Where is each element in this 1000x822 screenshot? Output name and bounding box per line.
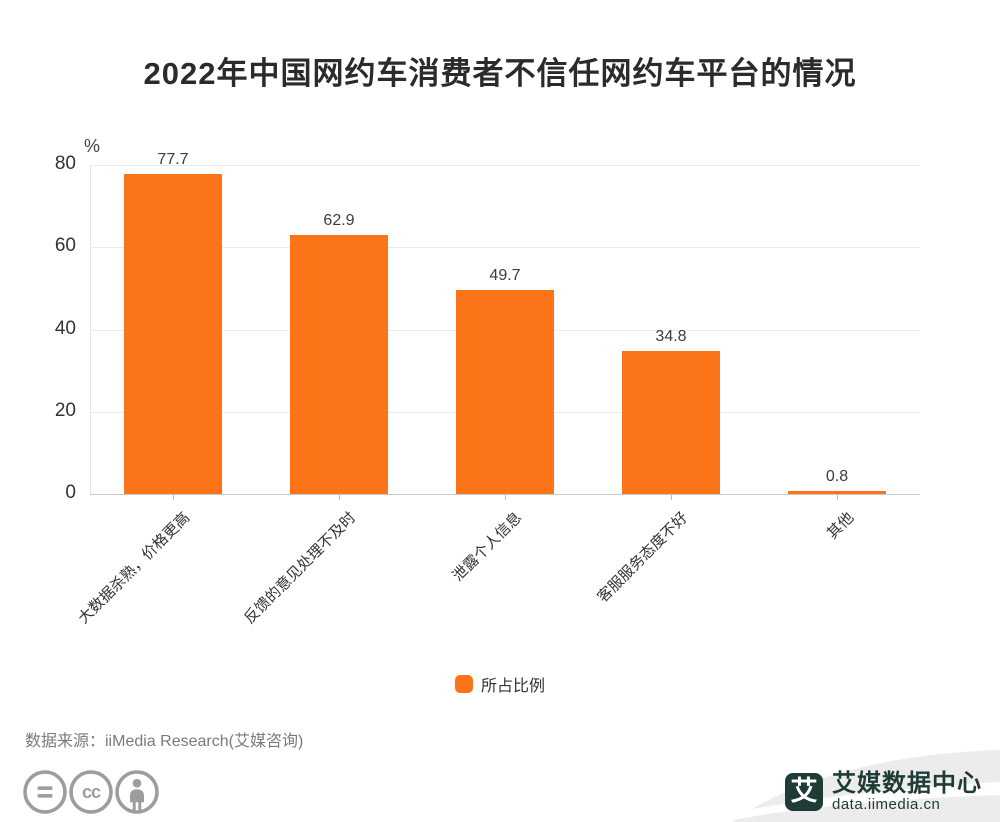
x-axis-tick [339, 495, 340, 500]
attribution-icon[interactable] [115, 770, 159, 814]
x-category-label: 反馈的意见处理不及时 [241, 509, 360, 628]
x-axis-tick [505, 495, 506, 500]
bar-value-label: 62.9 [323, 212, 355, 230]
svg-text:cc: cc [82, 782, 101, 802]
brand-logo-block[interactable]: 艾 艾媒数据中心 data.iimedia.cn [785, 769, 982, 813]
legend-label: 所占比例 [480, 678, 546, 695]
y-tick-label: 60 [54, 235, 76, 257]
page-title: 2022年中国网约车消费者不信任网约车平台的情况 [143, 56, 857, 91]
plot-area: % 0 20 40 60 80 77.7 大数据杀熟，价格更高 62.9 反馈的意见处理不及时 4… [55, 136, 920, 627]
bar-2[interactable] [290, 235, 388, 494]
x-category-label: 其他 [823, 509, 858, 543]
x-axis-tick [671, 495, 672, 500]
bar-4[interactable] [622, 350, 720, 494]
brand-url: data.iimedia.cn [832, 795, 941, 813]
x-axis-tick [837, 495, 838, 500]
bar-value-label: 0.8 [825, 467, 849, 485]
bar-3[interactable] [456, 289, 554, 494]
license-icons[interactable]: cc [23, 768, 161, 816]
y-tick-label: 40 [54, 317, 76, 339]
brand-logo-icon: 艾 [785, 772, 823, 811]
y-tick-label: 0 [65, 482, 76, 503]
gridline [90, 165, 920, 166]
bar-value-label: 49.7 [489, 266, 521, 284]
legend-marker [454, 675, 473, 693]
y-tick-label: 80 [54, 153, 76, 174]
x-category-label: 大数据杀熟，价格更高 [75, 509, 194, 628]
x-axis-tick [173, 495, 174, 500]
cc-icon[interactable]: cc [69, 770, 113, 814]
equals-icon[interactable] [23, 770, 67, 814]
brand-name: 艾媒数据中心 [832, 769, 982, 797]
bar-1[interactable] [124, 174, 222, 494]
data-source-text: 数据来源：iiMedia Research(艾媒咨询) [25, 733, 304, 750]
bar-value-label: 77.7 [157, 151, 189, 169]
legend-item[interactable]: 所占比例 [454, 672, 546, 696]
x-category-label: 客服服务态度不好 [594, 509, 692, 607]
x-category-label: 泄露个人信息 [449, 509, 526, 585]
bar-5[interactable] [788, 490, 886, 494]
x-axis-line [90, 494, 920, 495]
gridline [90, 247, 920, 249]
y-tick-label: 20 [54, 399, 76, 421]
bar-value-label: 34.8 [655, 327, 687, 345]
y-axis-unit: % [84, 136, 101, 156]
brand-logo-char: 艾 [790, 776, 818, 807]
